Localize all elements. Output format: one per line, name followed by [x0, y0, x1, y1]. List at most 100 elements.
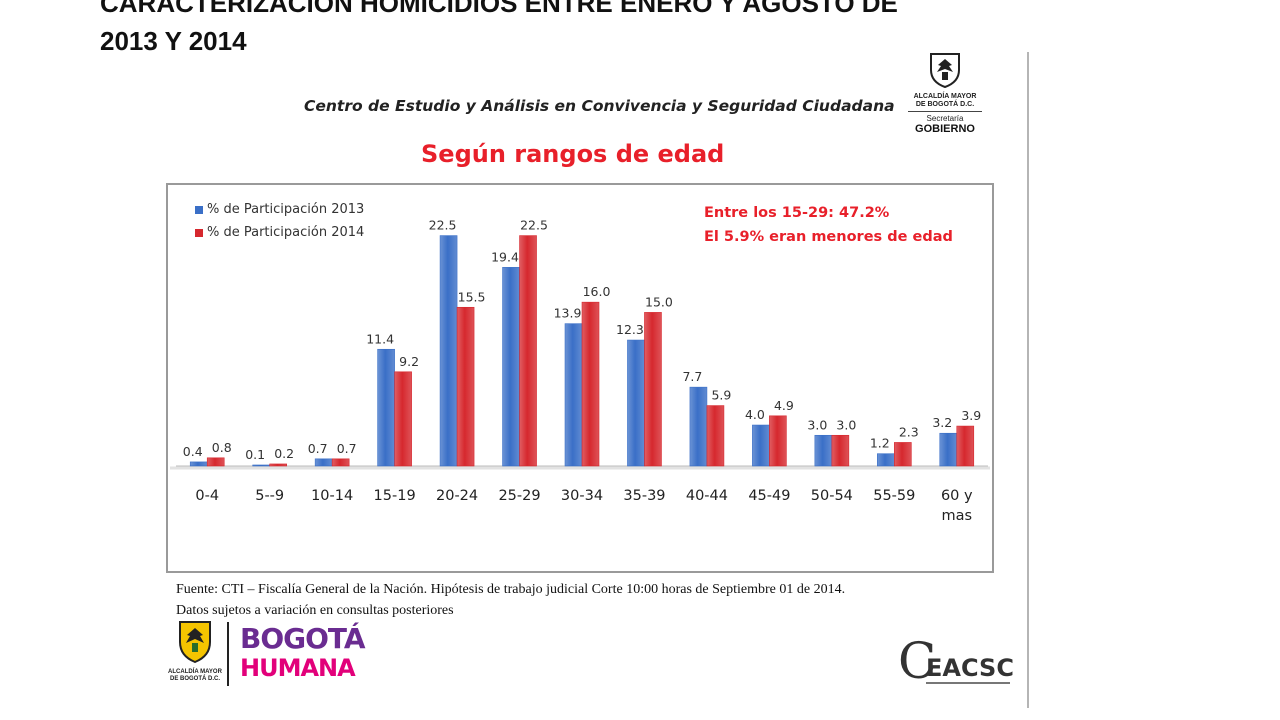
data-label-2013-8: 7.7	[682, 369, 702, 384]
data-label-2014-11: 2.3	[899, 424, 919, 439]
data-label-2013-2: 0.7	[308, 441, 328, 456]
data-label-2014-3: 9.2	[399, 354, 419, 369]
data-label-2014-9: 4.9	[774, 398, 794, 413]
data-label-2014-8: 5.9	[711, 388, 731, 403]
bar-2014-9	[769, 415, 787, 467]
crest-caption-2: DE BOGOTÁ D.C.	[169, 676, 220, 682]
footer-separator	[227, 622, 229, 686]
bar-2014-3	[394, 371, 412, 467]
bar-2013-8	[689, 386, 708, 467]
data-label-2014-4: 15.5	[458, 289, 486, 304]
bar-2014-12	[956, 425, 975, 467]
bar-2013-6	[564, 323, 583, 467]
chart-title: Según rangos de edad	[421, 140, 725, 168]
data-label-2014-12: 3.9	[961, 408, 981, 423]
x-tick-label-1: 5--9	[255, 488, 284, 504]
bar-2013-11	[877, 453, 895, 467]
bar-2014-4	[456, 306, 475, 467]
bar-2014-10	[831, 434, 850, 467]
bar-2013-1	[252, 464, 270, 467]
bar-2014-0	[206, 457, 225, 467]
coat-of-arms-icon	[930, 53, 960, 89]
data-label-2013-9: 4.0	[745, 407, 765, 422]
gov-logo-line-4: GOBIERNO	[915, 123, 975, 135]
data-label-2014-0: 0.8	[212, 440, 232, 455]
data-label-2013-12: 3.2	[932, 415, 952, 430]
data-label-2013-6: 13.9	[554, 306, 582, 321]
x-tick-label-5: 25-29	[498, 488, 540, 504]
data-label-2013-10: 3.0	[807, 417, 827, 432]
data-label-2014-7: 15.0	[645, 294, 673, 309]
bar-2014-2	[331, 458, 350, 467]
bar-2013-3	[377, 348, 395, 467]
x-tick-label-12-0: 60 y	[941, 488, 973, 504]
slide-title-line-1: CARACTERIZACIÓN HOMICIDIOS ENTRE ENERO Y…	[100, 0, 898, 18]
data-label-2013-3: 11.4	[366, 331, 394, 346]
legend-label-2014: % de Participación 2014	[207, 225, 365, 240]
data-label-2014-6: 16.0	[583, 284, 611, 299]
bar-2013-0	[189, 461, 208, 467]
data-label-2013-11: 1.2	[870, 436, 890, 451]
data-label-2013-0: 0.4	[183, 444, 203, 459]
bar-2014-11	[894, 442, 912, 467]
data-label-2013-7: 12.3	[616, 322, 644, 337]
secretaria-gobierno-logo: ALCALDÍA MAYOR DE BOGOTÁ D.C. Secretaría…	[902, 52, 988, 144]
alcaldia-crest-logo: ALCALDÍA MAYOR DE BOGOTÁ D.C.	[160, 620, 230, 690]
bar-2013-9	[752, 424, 770, 467]
data-label-2014-2: 0.7	[337, 441, 357, 456]
ceacsc-logo: C EACSC	[898, 632, 1014, 690]
bar-2014-7	[644, 312, 662, 467]
bogota-crest-icon	[179, 621, 211, 664]
bar-2013-2	[314, 458, 333, 467]
brand-bogota: BOGOTÁ	[240, 622, 366, 655]
gov-logo-line-3: Secretaría	[926, 114, 964, 123]
legend-swatch-2013	[195, 205, 203, 214]
x-tick-label-0: 0-4	[195, 488, 219, 504]
bar-2013-10	[814, 434, 833, 467]
ceacsc-logo-underline	[926, 682, 1010, 684]
data-label-2014-10: 3.0	[836, 417, 856, 432]
bar-2013-4	[439, 235, 458, 467]
ceacsc-logo-mark: C	[898, 632, 937, 690]
legend-item-2013: % de Participación 2013	[195, 202, 364, 217]
center-name: Centro de Estudio y Análisis en Conviven…	[304, 97, 895, 115]
data-label-2013-1: 0.1	[245, 447, 265, 462]
legend-item-2014: % de Participación 2014	[195, 225, 364, 240]
source-line-2: Datos sujetos a variación en consultas p…	[176, 603, 454, 618]
bar-2013-12	[939, 432, 958, 467]
x-tick-label-3: 15-19	[374, 488, 416, 504]
x-tick-label-10: 50-54	[811, 488, 853, 504]
legend-swatch-2014	[195, 228, 203, 237]
x-tick-label-7: 35-39	[623, 488, 665, 504]
bar-2014-5	[519, 235, 537, 467]
data-label-2013-4: 22.5	[429, 218, 457, 233]
bar-2014-6	[581, 301, 600, 467]
gov-logo-rule	[908, 111, 982, 112]
x-tick-label-9: 45-49	[748, 488, 790, 504]
legend-label-2013: % de Participación 2013	[207, 202, 365, 217]
vertical-divider	[1027, 52, 1029, 708]
bar-2014-1	[269, 463, 287, 467]
slide-title: CARACTERIZACIÓN HOMICIDIOS ENTRE ENERO Y…	[100, 0, 1100, 60]
x-tick-label-11: 55-59	[873, 488, 915, 504]
data-label-2014-5: 22.5	[520, 218, 548, 233]
x-tick-label-12-1: mas	[941, 508, 972, 524]
bar-2013-7	[627, 339, 645, 467]
data-label-2014-1: 0.2	[274, 446, 294, 461]
source-line-1: Fuente: CTI – Fiscalía General de la Nac…	[176, 582, 846, 597]
bar-2013-5	[502, 267, 520, 467]
ceacsc-logo-text: EACSC	[926, 654, 1014, 682]
x-tick-label-2: 10-14	[311, 488, 353, 504]
brand-humana: HUMANA	[240, 654, 356, 682]
gov-logo-line-2: DE BOGOTÁ D.C.	[915, 101, 975, 108]
x-tick-label-4: 20-24	[436, 488, 478, 504]
bar-2014-8	[706, 405, 725, 467]
gov-logo-line-1: ALCALDÍA MAYOR	[913, 93, 977, 100]
x-tick-label-6: 30-34	[561, 488, 603, 504]
annotation-minors: El 5.9% eran menores de edad	[704, 229, 953, 245]
slide-title-line-2: 2013 Y 2014	[100, 26, 247, 56]
data-label-2013-5: 19.4	[491, 249, 519, 264]
annotation-15-29: Entre los 15-29: 47.2%	[704, 205, 890, 221]
x-tick-label-8: 40-44	[686, 488, 728, 504]
